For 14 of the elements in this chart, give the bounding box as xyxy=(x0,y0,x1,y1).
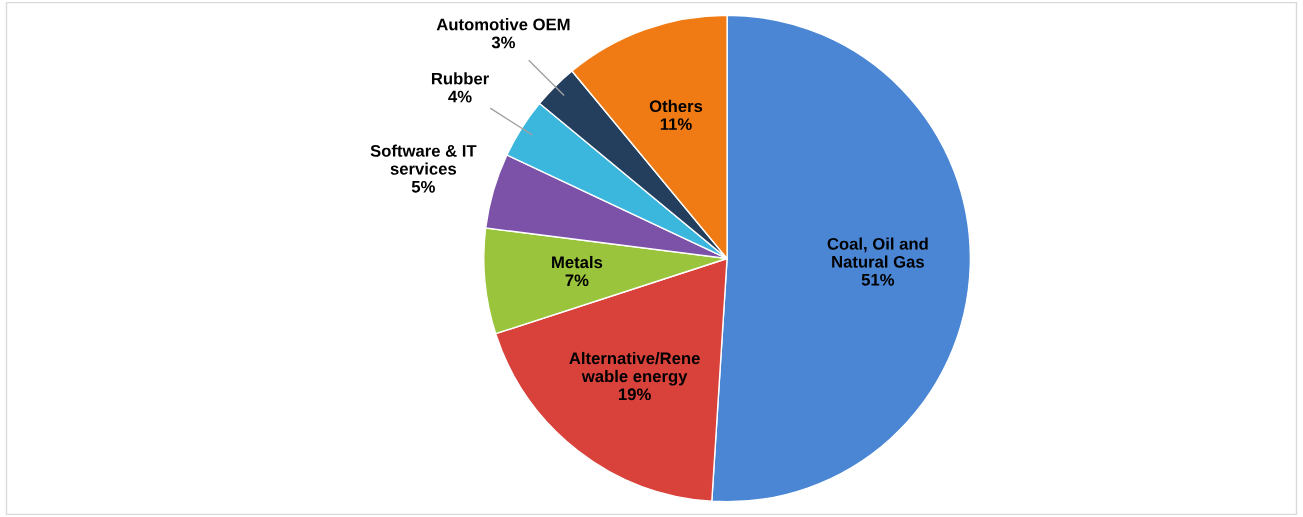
data-label: 19% xyxy=(618,388,651,401)
slice-label: Others xyxy=(649,99,703,113)
slice-label: Software & IT services xyxy=(370,144,477,175)
data-label: 3% xyxy=(491,36,516,49)
slice-label: Coal, Oil and Natural Gas xyxy=(827,237,928,268)
data-label: 7% xyxy=(565,274,589,287)
slice-label: Automotive OEM xyxy=(436,18,570,31)
data-label: 11% xyxy=(660,118,692,130)
slice-label: Alternative/Rene wable energy xyxy=(569,351,700,386)
data-label: 4% xyxy=(448,90,472,103)
slice-label: Metals xyxy=(552,255,603,269)
slice-label: Rubber xyxy=(431,72,489,85)
data-label: 51% xyxy=(861,273,895,286)
data-label: 5% xyxy=(411,180,435,193)
